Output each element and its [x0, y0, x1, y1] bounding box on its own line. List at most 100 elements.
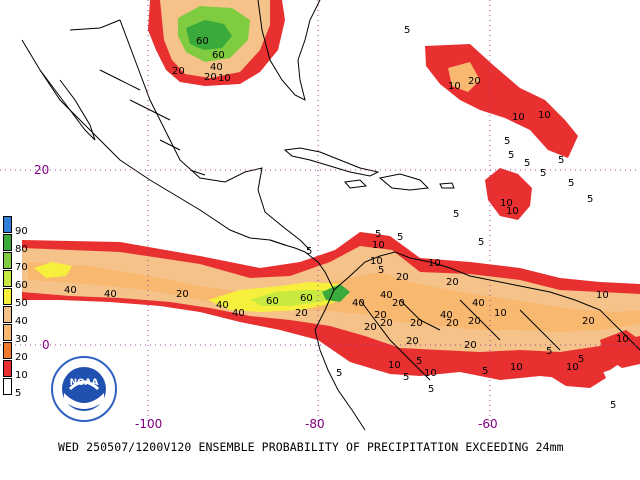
contour-label: 5: [416, 356, 423, 367]
contour-label: 5: [568, 178, 575, 189]
contour-label: 40: [440, 310, 453, 321]
contour-label: 5: [482, 366, 489, 377]
legend-swatch: [3, 342, 12, 359]
contour-label: 5: [453, 209, 460, 220]
contour-label: 40: [210, 62, 223, 73]
contour-label: 10: [616, 334, 629, 345]
contour-label: 20: [464, 340, 477, 351]
logo-text: NOAA: [70, 378, 99, 388]
contour-label: 20: [295, 308, 308, 319]
coastline-sa-west: [314, 289, 366, 431]
color-legend: 90 80 70 60 50 40 30 20 10 5: [3, 216, 28, 399]
contour-label: 40: [64, 285, 77, 296]
coastline-puerto-rico: [439, 182, 455, 189]
contour-label: 20: [446, 318, 459, 329]
coastline-gulf: [119, 19, 311, 251]
logo-bird: [68, 380, 100, 391]
graticule: [0, 0, 640, 430]
legend-swatch: [3, 288, 12, 305]
contour-label: 20: [468, 316, 481, 327]
legend-swatch: [3, 306, 12, 323]
contour-label: 5: [428, 384, 435, 395]
contour-label: 10: [218, 73, 231, 84]
contour-label: 10: [428, 258, 441, 269]
contour-label: 5: [306, 246, 313, 257]
contour-label: 10: [510, 362, 523, 373]
legend-level-label: 80: [15, 244, 28, 255]
coastline-baja: [39, 69, 96, 141]
contour-label: 10: [500, 198, 513, 209]
contour-label: 60: [266, 296, 279, 307]
contour-label: 40: [352, 298, 365, 309]
contour-label: 10: [596, 290, 609, 301]
precip-area-caribbean-ne: [485, 168, 532, 220]
lon-label-80: -80: [305, 417, 325, 431]
contour-label: 40: [104, 289, 117, 300]
contour-label: 20: [172, 66, 185, 77]
contour-label: 10: [388, 360, 401, 371]
legend-level-label: 20: [15, 352, 28, 363]
precip-area-atlantic-inner: [448, 62, 480, 92]
precip-band-west-yellow: [34, 262, 72, 278]
legend-swatch: [3, 378, 12, 395]
coastline-sa-north: [333, 251, 640, 351]
coastline-jamaica: [344, 179, 368, 189]
contour-label: 20: [380, 318, 393, 329]
legend-level-label: 10: [15, 370, 28, 381]
contour-label: 10: [494, 308, 507, 319]
precip-band-lightgreen: [250, 290, 338, 306]
borders-mexico: [99, 69, 206, 176]
legend-level-label: 50: [15, 298, 28, 309]
contour-label: 10: [424, 368, 437, 379]
noaa-logo: NOAA: [51, 356, 117, 422]
precip-area-us-core2: [186, 20, 232, 50]
legend-level-label: 30: [15, 334, 28, 345]
contour-label: 20: [176, 289, 189, 300]
contour-label: 5: [610, 400, 617, 411]
legend-swatch: [3, 270, 12, 287]
lat-label-20: 20: [34, 163, 50, 177]
precip-area-se: [548, 354, 606, 388]
contour-label: 20: [406, 336, 419, 347]
contour-label: 5: [578, 354, 585, 365]
contour-label: 60: [300, 293, 313, 304]
contour-label: 40: [232, 308, 245, 319]
legend-swatch: [3, 216, 12, 233]
contour-label: 5: [558, 155, 565, 166]
legend-swatch: [3, 324, 12, 341]
contour-label: 20: [396, 272, 409, 283]
coastline-central-america: [269, 239, 335, 291]
lon-label-100: -100: [135, 417, 163, 431]
borders-south-america: [359, 299, 561, 381]
contour-label: 20: [582, 316, 595, 327]
contour-label: 60: [212, 50, 225, 61]
legend-level-label: 70: [15, 262, 28, 273]
coastline-florida: [257, 0, 321, 101]
contour-label: 40: [216, 300, 229, 311]
legend-swatch: [3, 360, 12, 377]
contour-label: 10: [372, 240, 385, 251]
contour-label: 20: [204, 72, 217, 83]
contour-label: 5: [508, 150, 515, 161]
lat-label-0: 0: [42, 338, 50, 352]
contour-label: 5: [378, 265, 385, 276]
contour-label: 10: [506, 206, 519, 217]
coastlines: [21, 0, 640, 431]
logo-wave: [64, 393, 104, 409]
contour-label: 5: [403, 372, 410, 383]
contour-label: 20: [364, 322, 377, 333]
contour-label: 10: [448, 81, 461, 92]
contour-label: 40: [380, 290, 393, 301]
coastline-hispaniola: [378, 173, 430, 191]
contour-label: 5: [336, 368, 343, 379]
precip-band-green: [322, 284, 350, 302]
map-caption: WED 250507/1200V120 ENSEMBLE PROBABILITY…: [58, 440, 564, 454]
legend-swatch: [3, 234, 12, 251]
contour-label: 5: [397, 232, 404, 243]
contour-label: 10: [538, 110, 551, 121]
coastline-cuba: [283, 147, 380, 177]
contour-label: 5: [404, 25, 411, 36]
contour-label: 20: [392, 298, 405, 309]
border-us-mexico: [69, 19, 121, 31]
